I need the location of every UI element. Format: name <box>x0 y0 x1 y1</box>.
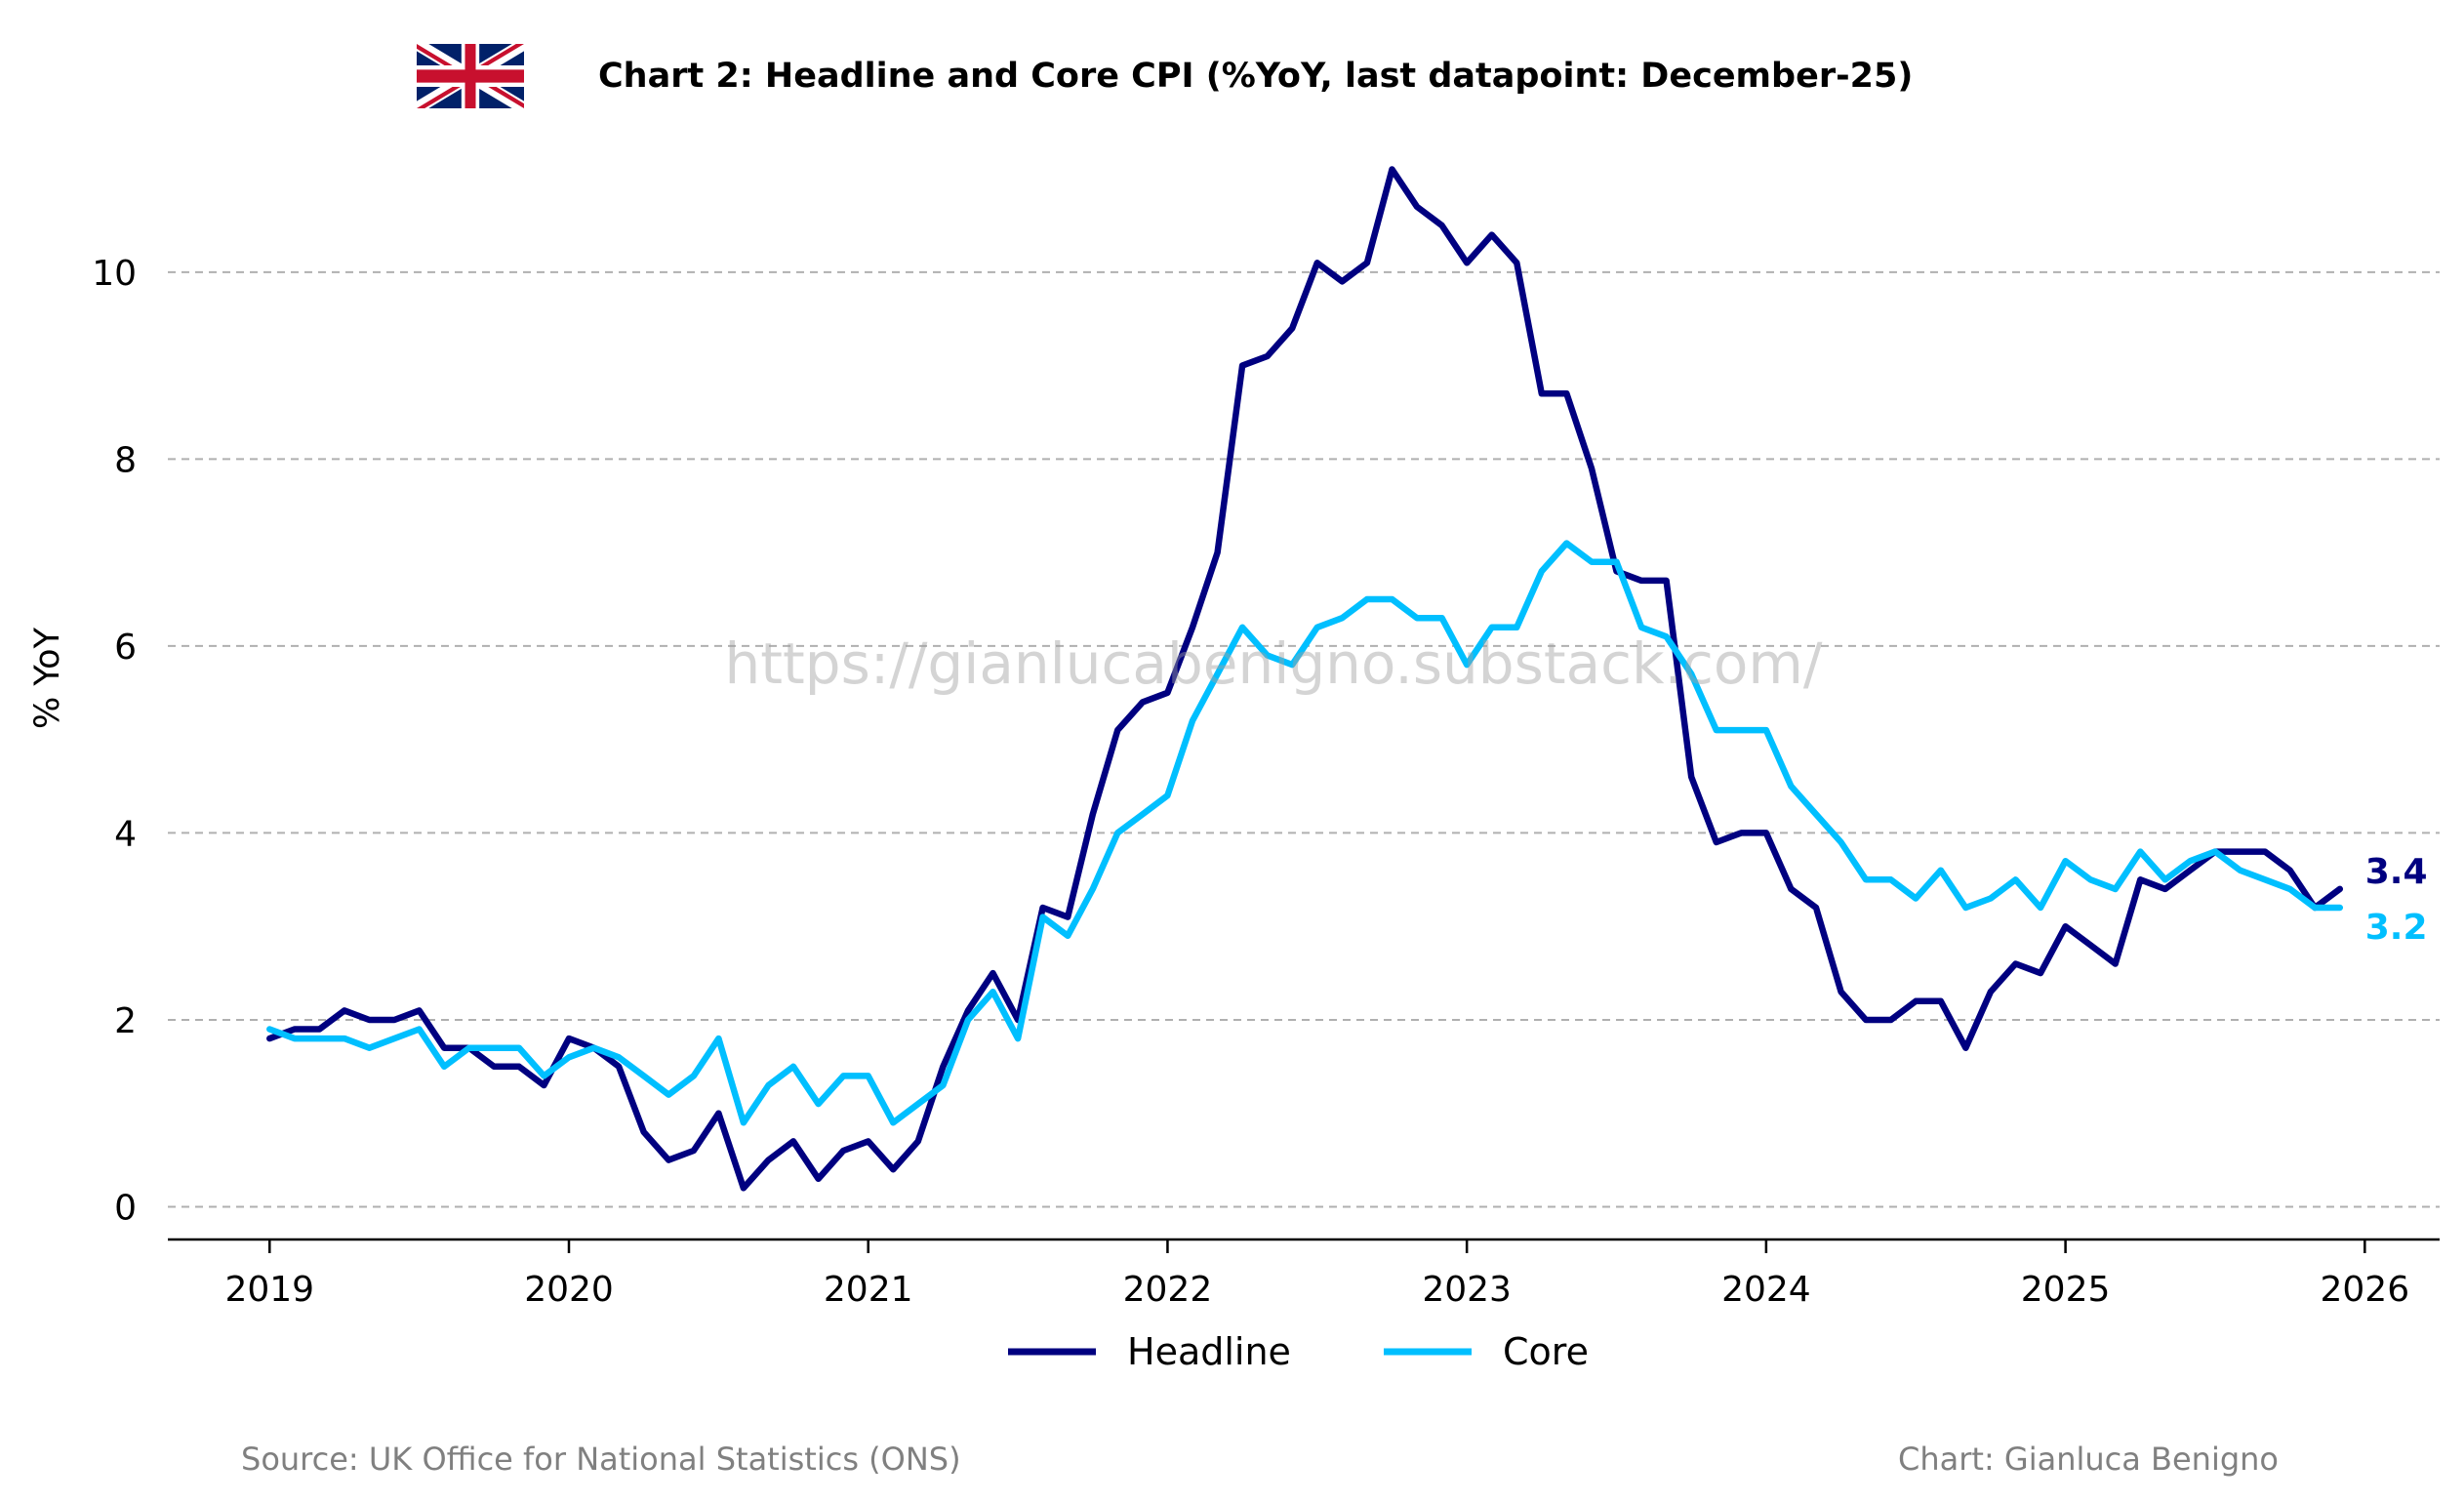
y-tick-label: 10 <box>92 254 137 294</box>
x-tick-label: 2020 <box>524 1270 614 1310</box>
y-tick-labels: 0 2 4 6 8 10 <box>92 254 137 1229</box>
x-tick-label: 2024 <box>1721 1270 1811 1310</box>
x-tick-label: 2025 <box>2021 1270 2111 1310</box>
x-tick-label: 2022 <box>1123 1270 1213 1310</box>
end-labels: 3.43.2 <box>2365 852 2428 948</box>
y-tick-label: 2 <box>114 1001 137 1041</box>
end-label-headline: 3.4 <box>2365 852 2428 892</box>
x-ticks: 2019 2020 2021 2022 2023 2024 2025 2026 <box>224 1239 2409 1310</box>
chart-credit: Chart: Gianluca Benigno <box>1898 1441 2279 1478</box>
legend: Headline Core <box>1008 1330 1589 1373</box>
y-tick-label: 6 <box>114 628 137 668</box>
x-tick-label: 2019 <box>224 1270 314 1310</box>
watermark: https://gianlucabenigno.substack.com/ <box>725 630 1823 697</box>
series-lines <box>266 166 2344 1192</box>
y-tick-label: 0 <box>114 1188 137 1228</box>
y-tick-label: 8 <box>114 440 137 480</box>
x-tick-label: 2026 <box>2321 1270 2410 1310</box>
x-tick-label: 2023 <box>1422 1270 1512 1310</box>
x-tick-label: 2021 <box>824 1270 913 1310</box>
series-line-core <box>266 540 2344 1126</box>
end-label-core: 3.2 <box>2365 908 2428 948</box>
legend-label-core: Core <box>1503 1330 1589 1373</box>
chart-title: Chart 2: Headline and Core CPI (%YoY, la… <box>598 57 1913 96</box>
y-axis-label: % YoY <box>28 627 67 729</box>
y-tick-label: 4 <box>114 814 137 854</box>
legend-label-headline: Headline <box>1127 1330 1291 1373</box>
source-note: Source: UK Office for National Statistic… <box>241 1441 961 1478</box>
series-line-headline <box>266 166 2344 1192</box>
uk-flag-icon <box>417 44 524 108</box>
